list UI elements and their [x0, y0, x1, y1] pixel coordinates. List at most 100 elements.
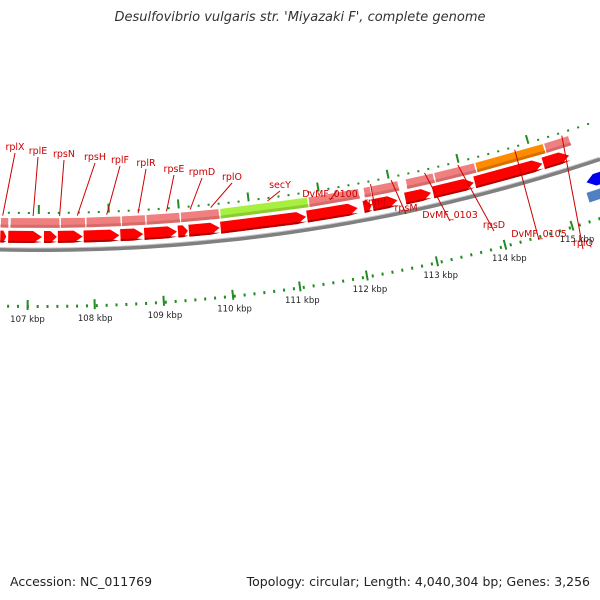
- kbp-labels: 107 kbp 108 kbp 109 kbp 110 kbp 111 kbp 112 k…: [10, 235, 594, 325]
- leader-line: [32, 156, 39, 217]
- gene-band-edge: [10, 224, 60, 228]
- inner-tick: [558, 229, 562, 233]
- gene-label: rplE: [29, 146, 48, 157]
- leader-line: [329, 190, 338, 201]
- outer-tick: [546, 135, 550, 139]
- backbone-line: [0, 157, 600, 252]
- gene-label: rpsD: [483, 220, 505, 231]
- cds-arrow: [473, 160, 543, 189]
- cds-arrow-shade: [0, 240, 7, 243]
- leader-line: [424, 172, 451, 222]
- leader-line: [76, 162, 96, 216]
- cds-arrow: [120, 228, 144, 242]
- inner-tick: [410, 266, 414, 270]
- outer-tick: [385, 169, 390, 179]
- inner-major-tick: [364, 270, 369, 281]
- cds-track: [0, 152, 600, 243]
- cds-arrow-shade: [8, 240, 42, 243]
- leader-line: [166, 174, 175, 212]
- accession-text: Accession: NC_011769: [10, 574, 153, 589]
- leader-line: [2, 152, 16, 216]
- kbp-label: 111 kbp: [285, 296, 320, 306]
- gene-band-edge: [60, 224, 86, 228]
- topology-summary: Topology: circular; Length: 4,040,304 bp…: [246, 574, 590, 589]
- inner-tick: [568, 226, 572, 230]
- gene-band-edge: [364, 193, 372, 198]
- cds-arrow: [306, 203, 358, 223]
- outer-tick: [455, 153, 460, 163]
- inner-tick: [371, 274, 374, 278]
- cds-arrow: [0, 230, 7, 243]
- gene-label: rpsM: [394, 203, 417, 214]
- cds-arrow: [83, 229, 120, 243]
- inner-tick-ring: [7, 216, 600, 310]
- kbp-label: 114 kbp: [492, 254, 527, 264]
- cds-arrow-shade: [120, 238, 144, 242]
- inner-tick: [381, 272, 384, 276]
- cds-arrow: [362, 200, 372, 213]
- inner-tick: [440, 260, 444, 264]
- gene-label: DvMF_0105: [511, 229, 567, 240]
- other-cds-arrow: [586, 171, 600, 186]
- gene-band-edge: [146, 219, 181, 225]
- inner-tick: [529, 237, 532, 242]
- kbp-label: 110 kbp: [217, 305, 252, 315]
- cds-arrow-shade: [83, 239, 120, 243]
- cds-arrow-shade: [43, 240, 57, 243]
- cds-arrow: [371, 196, 398, 212]
- cds-arrow-shade: [307, 212, 359, 223]
- cds-arrow-shade: [178, 235, 189, 238]
- cds-arrow: [43, 230, 57, 243]
- inner-major-tick: [569, 220, 575, 231]
- inner-major-tick: [231, 289, 235, 300]
- inner-major-tick: [162, 295, 166, 306]
- outer-tick-ring: [7, 122, 590, 215]
- kbp-label: 113 kbp: [423, 271, 458, 281]
- gene-band-track: [0, 135, 600, 229]
- inner-tick: [450, 257, 453, 262]
- gene-label: rplQ: [573, 238, 593, 249]
- cds-arrow-shade: [57, 240, 83, 243]
- gene-label: rpsN: [53, 149, 75, 160]
- leader-line: [59, 159, 65, 216]
- leader-line: [370, 184, 376, 209]
- cds-arrow: [431, 179, 474, 199]
- gene-band-edge: [309, 195, 360, 208]
- inner-tick: [391, 270, 394, 274]
- cds-arrow-shade: [433, 187, 476, 199]
- gene-label: rpmJ: [364, 197, 386, 208]
- inner-tick: [509, 243, 513, 247]
- cds-arrow-shade: [144, 236, 178, 240]
- cds-arrow-shade: [544, 160, 571, 170]
- gene-band-edge: [545, 142, 572, 153]
- inner-tick: [548, 232, 552, 236]
- inner-tick: [538, 234, 542, 239]
- inner-tick: [519, 240, 522, 244]
- gene-band-edge: [86, 223, 121, 228]
- kbp-label: 107 kbp: [10, 315, 45, 325]
- gene-band-edge: [435, 169, 477, 183]
- inner-tick: [578, 223, 582, 227]
- inner-tick: [499, 245, 503, 250]
- leader-line: [267, 190, 281, 202]
- gene-label: DvMF_0100: [302, 189, 358, 200]
- cds-arrow: [541, 152, 570, 170]
- gene-labels: rplX rplE rpsN rpsH rplF rplR rpsE rpmD rplO secY…: [5, 142, 593, 249]
- gene-label: rplF: [111, 155, 129, 166]
- inner-tick: [420, 264, 424, 268]
- gene-label: rpmD: [189, 167, 216, 178]
- outer-tick: [524, 134, 530, 145]
- outer-tick: [516, 144, 520, 147]
- gene-band-edge: [372, 187, 400, 197]
- cds-arrow: [220, 212, 307, 234]
- gene-label: DvMF_0103: [422, 210, 478, 221]
- cds-arrow: [8, 230, 42, 243]
- outer-tick: [496, 150, 500, 153]
- gene-label: rplR: [136, 158, 156, 169]
- kbp-label: 108 kbp: [78, 314, 113, 324]
- cds-arrow-shade: [475, 168, 544, 189]
- inner-tick: [460, 255, 463, 259]
- gene-band-edge: [220, 204, 309, 219]
- leader-line: [137, 168, 147, 214]
